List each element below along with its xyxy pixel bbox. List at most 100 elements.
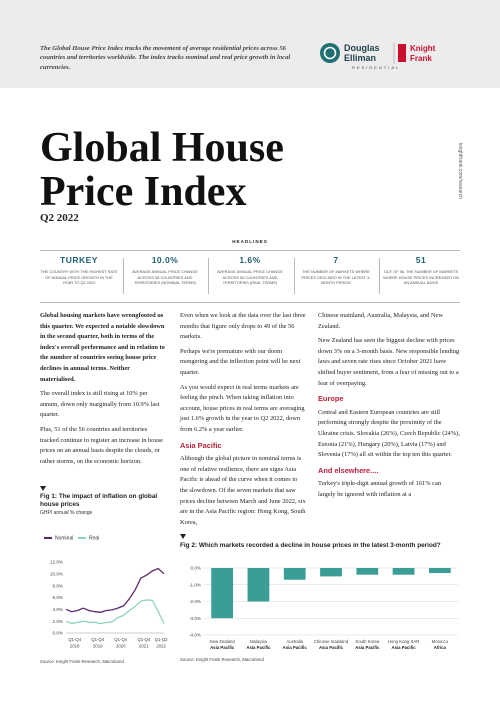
y-tick-label: 0.0% bbox=[191, 566, 201, 571]
headline-text: THE NUMBER OF MARKETS WHERE PRICES DECLI… bbox=[301, 269, 371, 285]
divider bbox=[379, 258, 380, 294]
headline-item: 10.0% AVERAGE ANNUAL PRICE CHANGE ACROSS … bbox=[126, 255, 204, 286]
headlines-heading: HEADLINES bbox=[232, 239, 268, 244]
rule bbox=[40, 302, 460, 303]
data-line bbox=[65, 599, 165, 625]
source: Source: Knight Frank Research, Macrobond bbox=[180, 657, 264, 662]
y-tick-label: -1.0% bbox=[189, 582, 201, 587]
bar bbox=[320, 568, 342, 577]
y-tick-label: 8.0% bbox=[53, 583, 63, 588]
x-tick-label: Q1-Q4 bbox=[91, 637, 105, 642]
headline-item: TURKEY THE COUNTRY WITH THE HIGHEST RATE … bbox=[40, 255, 118, 286]
x-tick-label: Q1-Q4 bbox=[114, 637, 128, 642]
logo-text: Elliman bbox=[344, 53, 376, 63]
text-column: Chinese mainland, Australia, Malaysia, a… bbox=[318, 311, 460, 505]
text-column: Even when we look at the data over the l… bbox=[180, 311, 306, 532]
x-tick-label: 2018 bbox=[70, 644, 80, 649]
headline-value: 7 bbox=[333, 255, 339, 265]
section-heading: Europe bbox=[318, 394, 344, 404]
x-tick-label: Asia Pacific bbox=[355, 645, 380, 650]
x-tick-label: 2021 bbox=[139, 644, 149, 649]
x-tick-label: Morocco bbox=[432, 639, 449, 644]
bar bbox=[428, 568, 451, 574]
headline-value: 51 bbox=[415, 255, 427, 265]
logos: Douglas Elliman RESIDENTIAL Knight Frank bbox=[320, 43, 436, 70]
section-heading: And elsewhere.... bbox=[318, 465, 379, 475]
headline-item: 7 THE NUMBER OF MARKETS WHERE PRICES DECL… bbox=[297, 255, 375, 286]
subtitle: Q2 2022 bbox=[40, 212, 79, 224]
x-tick-label: Asia Pacific bbox=[246, 645, 271, 650]
y-tick-label: 2.0% bbox=[53, 619, 63, 624]
headline-item: 1.6% AVERAGE ANNUAL PRICE CHANGE ACROSS 5… bbox=[211, 255, 289, 286]
paragraph: Even when we look at the data over the l… bbox=[180, 312, 306, 341]
paragraph: New Zealand has seen the biggest decline… bbox=[318, 337, 460, 387]
intro-text: The Global House Price Index tracks the … bbox=[40, 45, 291, 71]
bar bbox=[356, 568, 379, 575]
bar bbox=[247, 568, 270, 602]
headline-text: OUT OF 56, THE NUMBER OF MARKETS WHERE H… bbox=[383, 269, 459, 285]
x-tick-label: Q1-Q2 bbox=[155, 637, 168, 642]
de-logo-ring bbox=[323, 46, 337, 60]
x-tick-label: Asia Pacific bbox=[210, 645, 235, 650]
y-tick-label: 0.0% bbox=[53, 631, 63, 636]
x-tick-label: Q1-Q4 bbox=[137, 637, 151, 642]
y-tick-label: 12.0% bbox=[50, 560, 63, 565]
lead-paragraph: Global housing markets have wrongfooted … bbox=[40, 312, 165, 383]
source: Source: Knight Frank Research, Macrobond bbox=[40, 659, 124, 664]
x-tick-label: New Zealand bbox=[209, 639, 235, 644]
x-tick-label: Africa bbox=[434, 645, 447, 650]
logo-text: Douglas bbox=[344, 43, 380, 53]
text-column: Global housing markets have wrongfooted … bbox=[40, 311, 166, 471]
y-tick-label: -3.0% bbox=[189, 616, 201, 621]
y-tick-label: 4.0% bbox=[53, 607, 63, 612]
divider bbox=[123, 258, 124, 294]
x-tick-label: Malaysia bbox=[250, 639, 268, 644]
rule bbox=[40, 250, 460, 251]
side-url: knightfrank.com/research bbox=[457, 142, 463, 200]
headline-text: AVERAGE ANNUAL PRICE CHANGE ACROSS 56 CO… bbox=[217, 269, 283, 285]
headline-text: THE COUNTRY WITH THE HIGHEST RATE OF ANN… bbox=[40, 269, 118, 285]
de-logo-icon bbox=[320, 43, 340, 63]
paragraph: As you would expect in real terms market… bbox=[180, 383, 305, 433]
chart: 0.0%-1.0%-2.0%-3.0%-4.0%New ZealandAsia … bbox=[180, 566, 458, 662]
paragraph: Chinese mainland, Australia, Malaysia, a… bbox=[318, 312, 443, 330]
paragraph: The overall index is still rising at 10%… bbox=[40, 390, 160, 419]
headline-value: 1.6% bbox=[239, 255, 261, 265]
logo-text: RESIDENTIAL bbox=[352, 65, 400, 70]
bar bbox=[283, 568, 306, 580]
fig-marker bbox=[180, 534, 186, 539]
fig-marker bbox=[40, 486, 46, 491]
divider bbox=[294, 258, 295, 294]
y-tick-label: 10.0% bbox=[50, 571, 63, 576]
y-tick-label: -2.0% bbox=[189, 599, 201, 604]
legend-label: Nominal bbox=[55, 536, 73, 542]
x-tick-label: Asia Pacific bbox=[319, 645, 344, 650]
x-tick-label: Q1-Q4 bbox=[68, 637, 82, 642]
kf-logo-icon bbox=[398, 44, 406, 62]
x-tick-label: Australia bbox=[286, 639, 303, 644]
chart: 0.0% 2.0% 4.0% 6.0% 8.0% 10.0% 12.0% Nominal Rea… bbox=[40, 536, 168, 664]
headline-value: 10.0% bbox=[151, 255, 179, 265]
legend-label: Real bbox=[89, 536, 99, 542]
title: Global House Price Index bbox=[40, 125, 284, 215]
x-tick-label: 2019 bbox=[93, 644, 103, 649]
headline-value: TURKEY bbox=[60, 255, 98, 265]
section-heading: Asia Pacific bbox=[180, 440, 222, 450]
bar bbox=[392, 568, 415, 575]
x-tick-label: Chinese mainland bbox=[314, 639, 349, 644]
divider bbox=[208, 258, 209, 294]
x-tick-label: 2020 bbox=[116, 644, 126, 649]
headline-text: AVERAGE ANNUAL PRICE CHANGE ACROSS 56 CO… bbox=[132, 269, 198, 285]
figure-title: Fig 1: The impact of inflation on global… bbox=[40, 493, 158, 508]
figure-title: Fig 2: Which markets recorded a decline … bbox=[180, 542, 441, 549]
y-tick-label: -4.0% bbox=[189, 633, 201, 638]
paragraph: Perhaps we're premature with our doom mo… bbox=[180, 347, 301, 376]
x-tick-label: Hong Kong SAR bbox=[388, 639, 420, 644]
y-tick-label: 6.0% bbox=[53, 595, 63, 600]
x-tick-label: Asia Pacific bbox=[392, 645, 417, 650]
x-tick-label: 2022 bbox=[156, 644, 166, 649]
x-tick-label: Asia Pacific bbox=[283, 645, 308, 650]
paragraph: Plus, 51 of the 56 countries and territo… bbox=[40, 425, 163, 465]
paragraph: Although the global picture in nominal t… bbox=[180, 455, 306, 526]
